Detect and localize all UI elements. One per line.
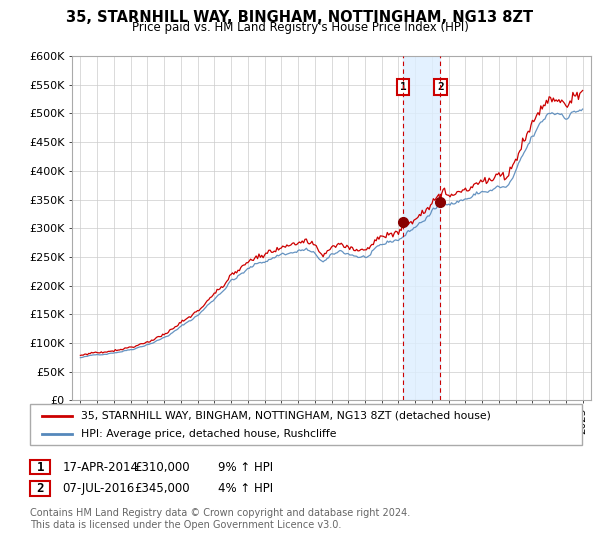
Text: 07-JUL-2016: 07-JUL-2016	[62, 482, 134, 495]
Text: HPI: Average price, detached house, Rushcliffe: HPI: Average price, detached house, Rush…	[81, 429, 337, 438]
Text: 35, STARNHILL WAY, BINGHAM, NOTTINGHAM, NG13 8ZT: 35, STARNHILL WAY, BINGHAM, NOTTINGHAM, …	[67, 10, 533, 25]
Text: 2: 2	[437, 82, 444, 92]
Text: 4% ↑ HPI: 4% ↑ HPI	[218, 482, 274, 495]
Text: 17-APR-2014: 17-APR-2014	[62, 460, 139, 474]
Text: £345,000: £345,000	[134, 482, 190, 495]
Bar	[403, 56, 440, 400]
Text: 1: 1	[400, 82, 407, 92]
Text: 1: 1	[37, 460, 44, 474]
Text: 2: 2	[37, 482, 44, 495]
Text: £310,000: £310,000	[134, 460, 190, 474]
Text: 35, STARNHILL WAY, BINGHAM, NOTTINGHAM, NG13 8ZT (detached house): 35, STARNHILL WAY, BINGHAM, NOTTINGHAM, …	[81, 411, 491, 421]
Text: Price paid vs. HM Land Registry's House Price Index (HPI): Price paid vs. HM Land Registry's House …	[131, 21, 469, 34]
Text: 9% ↑ HPI: 9% ↑ HPI	[218, 460, 274, 474]
Text: Contains HM Land Registry data © Crown copyright and database right 2024.
This d: Contains HM Land Registry data © Crown c…	[30, 508, 410, 530]
